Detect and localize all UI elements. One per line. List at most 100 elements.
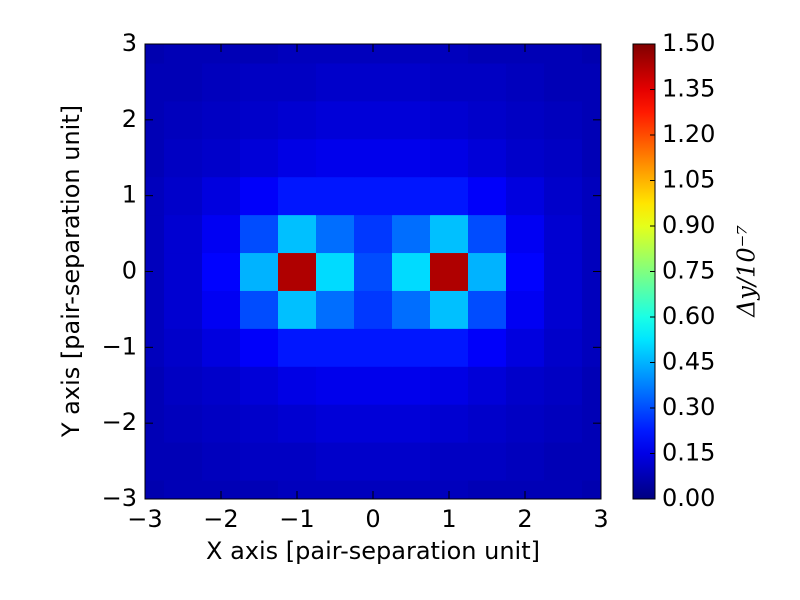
heatmap-cell [202,480,241,499]
heatmap-cell [392,442,431,481]
heatmap-cell [316,366,355,405]
heatmap-cell [278,328,317,367]
heatmap-cell [392,62,431,102]
colorbar-tick-label: 1.05 [662,166,715,194]
heatmap-cell [278,480,317,499]
colorbar-tick-label: 0.45 [662,348,715,376]
heatmap-cell [506,138,545,178]
heatmap-cell [468,252,507,291]
heatmap-cell [316,404,355,443]
heatmap-cell [145,442,165,481]
heatmap-cell [240,366,279,405]
colorbar-tick-label: 1.20 [662,120,715,148]
heatmap-cell [582,138,601,178]
heatmap-cell [354,44,393,64]
heatmap-cell [316,176,355,216]
heatmap-cell [240,214,279,254]
heatmap-cell [506,62,545,102]
heatmap-cell [278,366,317,405]
x-tick-label: −1 [279,505,314,533]
heatmap-cell [582,290,601,329]
heatmap-cell [582,214,601,254]
heatmap-cell [544,442,583,481]
heatmap-cell [202,404,241,443]
heatmap-cell [544,290,583,329]
heatmap-cell [145,176,165,216]
colorbar-tick-label: 0.00 [662,484,715,512]
heatmap-cell [430,138,469,178]
heatmap-cell [392,44,431,64]
colorbar-tick-label: 0.60 [662,302,715,330]
y-tick-label: 0 [122,257,137,285]
heatmap-cell [164,480,203,499]
heatmap-cell [430,176,469,216]
heatmap-cell [544,62,583,102]
heatmap-cell [164,442,203,481]
heatmap-cell [506,44,545,64]
heatmap-cell [278,100,317,140]
y-tick-label: 2 [122,105,137,133]
heatmap-cell [582,480,601,499]
heatmap-cell [468,480,507,499]
x-tick-label: 2 [517,505,532,533]
colorbar-tick-label: 0.30 [662,393,715,421]
heatmap-cell [430,252,469,291]
heatmap-cell [278,176,317,216]
heatmap-cell [354,62,393,102]
heatmap-cell [392,138,431,178]
heatmap-cell [164,44,203,64]
heatmap-cell [544,252,583,291]
heatmap-cell [392,176,431,216]
heatmap-cell [145,366,165,405]
heatmap-cell [145,62,165,102]
heatmap-cell [506,328,545,367]
heatmap-cell [316,44,355,64]
x-tick-label: −2 [203,505,238,533]
heatmap-cell [392,404,431,443]
heatmap-cell [506,404,545,443]
heatmap-cell [544,176,583,216]
heatmap-cell [468,214,507,254]
heatmap-cell [354,138,393,178]
heatmap-cell [392,252,431,291]
heatmap-cell [202,62,241,102]
heatmap-cell [468,442,507,481]
heatmap-cell [354,290,393,329]
heatmap-cell [430,62,469,102]
heatmap-cell [506,214,545,254]
heatmap-cell [145,290,165,329]
heatmap-cell [354,214,393,254]
heatmap-cell [468,100,507,140]
heatmap-cell [240,62,279,102]
heatmap-cell [468,328,507,367]
heatmap-cell [392,290,431,329]
heatmap-cell [582,100,601,140]
heatmap-cell [202,214,241,254]
heatmap-cell [468,176,507,216]
x-tick-label: 1 [441,505,456,533]
heatmap-cell [145,252,165,291]
heatmap-cell [145,100,165,140]
heatmap-cell [316,442,355,481]
heatmap-cell [316,328,355,367]
heatmap-cell [544,328,583,367]
heatmap-cell [582,442,601,481]
heatmap-cell [354,442,393,481]
heatmap-cell [278,290,317,329]
heatmap-cell [240,404,279,443]
x-tick-label: 3 [593,505,608,533]
heatmap-cell [202,100,241,140]
heatmap-cell [354,480,393,499]
heatmap-cell [278,138,317,178]
heatmap-cell [430,480,469,499]
heatmap-cell [164,138,203,178]
heatmap-cell [506,366,545,405]
heatmap-cell [430,442,469,481]
colorbar-tick-label: 0.75 [662,257,715,285]
heatmap-cell [582,176,601,216]
heatmap-cell [278,404,317,443]
heatmap-cell [164,100,203,140]
heatmap-cell [145,328,165,367]
heatmap-cell [582,404,601,443]
